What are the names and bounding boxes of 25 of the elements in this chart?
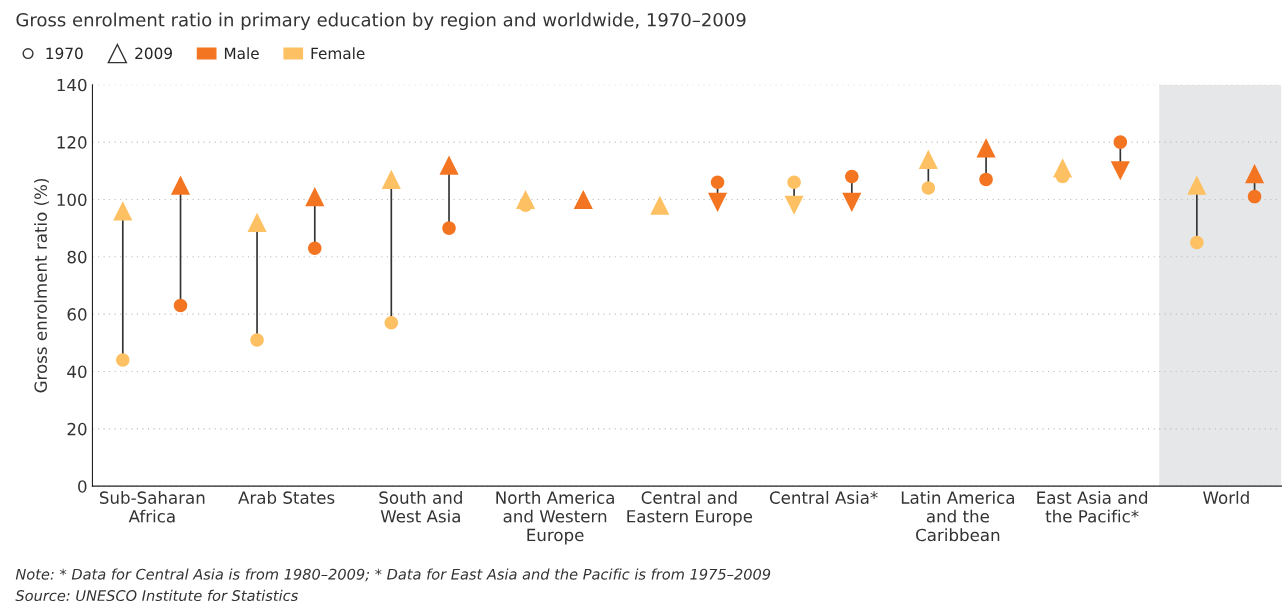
x-tick-label: Central and Eastern Europe bbox=[627, 491, 753, 526]
y-tick-label: 40 bbox=[67, 365, 87, 379]
legend-label: Male bbox=[224, 47, 259, 60]
x-tick-label: North America and Western Europe bbox=[496, 491, 614, 545]
y-tick-label: 120 bbox=[57, 136, 87, 149]
y-tick-label: 80 bbox=[67, 250, 87, 264]
y-tick-label: 0 bbox=[78, 480, 87, 493]
y-tick-label: 100 bbox=[57, 193, 87, 207]
y-tick-label: 20 bbox=[67, 422, 87, 436]
x-tick-label: Sub-Saharan Africa bbox=[99, 491, 205, 523]
y-axis-title: Gross enrolment ratio (%) bbox=[34, 178, 49, 393]
x-tick-label: South and West Asia bbox=[379, 491, 462, 523]
text: 1970 bbox=[46, 47, 83, 60]
x-tick-label: Central Asia* bbox=[769, 491, 878, 504]
x-tick-label: Latin America and the Caribbean bbox=[901, 491, 1014, 542]
x-tick-label: East Asia and the Pacific* bbox=[1037, 491, 1148, 523]
x-tick-label: Arab States bbox=[238, 491, 335, 504]
y-tick-label: 140 bbox=[57, 78, 87, 92]
text: Note: * Data for Central Asia is from 1980–2009; * Data for East Asia and the Pacific is from 1975–2009 bbox=[15, 568, 771, 582]
source-note: Source: UNESCO Institute for Statistics bbox=[15, 589, 298, 602]
y-tick-label: 60 bbox=[67, 308, 87, 321]
chart-title: Gross enrolment ratio in primary education by region and worldwide, 1970–2009 bbox=[16, 12, 746, 31]
legend-label: Female bbox=[311, 47, 365, 60]
x-tick-label: World bbox=[1203, 491, 1249, 504]
text: 2009 bbox=[135, 47, 172, 60]
